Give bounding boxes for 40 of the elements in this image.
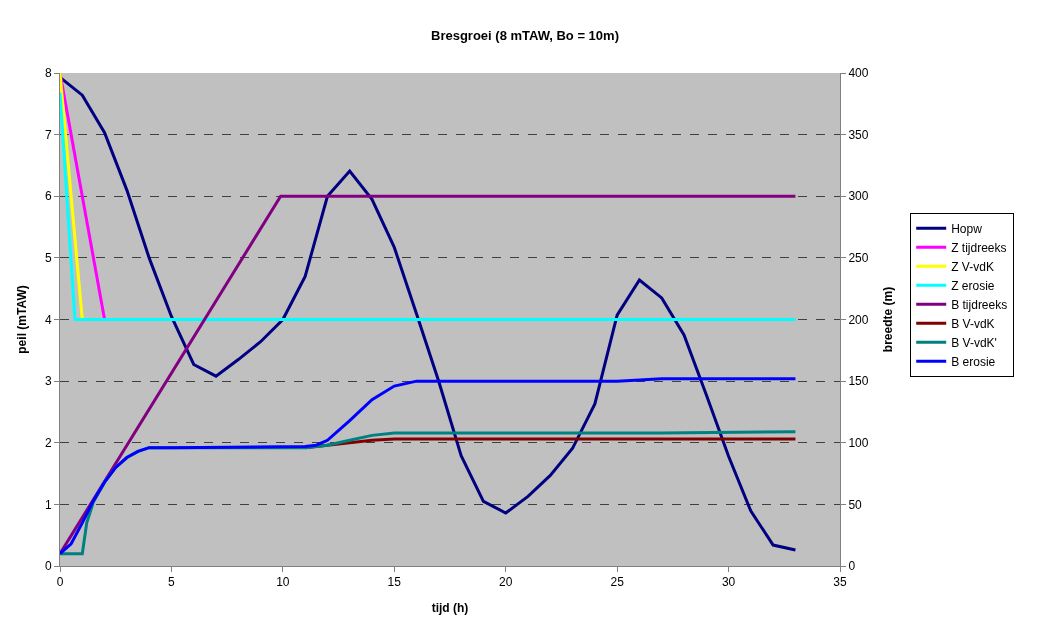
- line-series: [60, 75, 797, 552]
- legend-label: B V-vdK': [951, 336, 997, 351]
- y-tick-label: 6: [44, 189, 52, 204]
- y2-tick-label: 150: [848, 374, 869, 389]
- y2-tick-label: 400: [848, 66, 869, 81]
- x-tick-label: 35: [833, 575, 847, 590]
- legend-label: Z erosie: [951, 279, 995, 294]
- x-tick-label: 0: [56, 575, 64, 590]
- legend-label: Hopw: [951, 222, 983, 237]
- y2-tick-label: 100: [848, 435, 869, 450]
- y-tick-label: 0: [44, 559, 52, 574]
- x-tick-label: 20: [499, 575, 513, 590]
- y2-tick-label: 300: [848, 189, 869, 204]
- y-tick-label: 3: [44, 374, 52, 389]
- x-tick-label: 5: [168, 575, 176, 590]
- y-axis-title: peil (mTAW): [15, 285, 30, 354]
- x-tick-label: 25: [610, 575, 625, 590]
- y-tick-label: 7: [44, 127, 52, 142]
- chart-title: Bresgroei (8 mTAW, Bo = 10m): [431, 28, 619, 44]
- line-series: [60, 377, 797, 556]
- legend-label: B tijdreeks: [951, 298, 1008, 313]
- y-tick-label: 1: [44, 497, 52, 512]
- x-axis-title: tijd (h): [431, 601, 469, 616]
- y2-tick-label: 0: [848, 559, 856, 574]
- y-tick-label: 5: [44, 251, 52, 266]
- x-tick-label: 15: [387, 575, 402, 590]
- y2-tick-label: 200: [848, 312, 869, 327]
- y2-axis-title: breedte (m): [880, 286, 895, 353]
- x-tick-label: 10: [276, 575, 290, 590]
- legend-label: Z tijdreeks: [951, 241, 1007, 256]
- x-tick-label: 30: [721, 575, 736, 590]
- y2-tick-label: 250: [848, 251, 869, 266]
- y2-tick-label: 350: [848, 127, 869, 142]
- legend-label: Z V-vdK: [951, 260, 994, 275]
- y2-tick-label: 50: [848, 497, 863, 512]
- legend-label: B V-vdK: [951, 317, 995, 332]
- y-tick-label: 2: [44, 435, 52, 450]
- y-tick-label: 4: [44, 312, 52, 327]
- legend-label: B erosie: [951, 355, 996, 370]
- y-tick-label: 8: [44, 66, 52, 81]
